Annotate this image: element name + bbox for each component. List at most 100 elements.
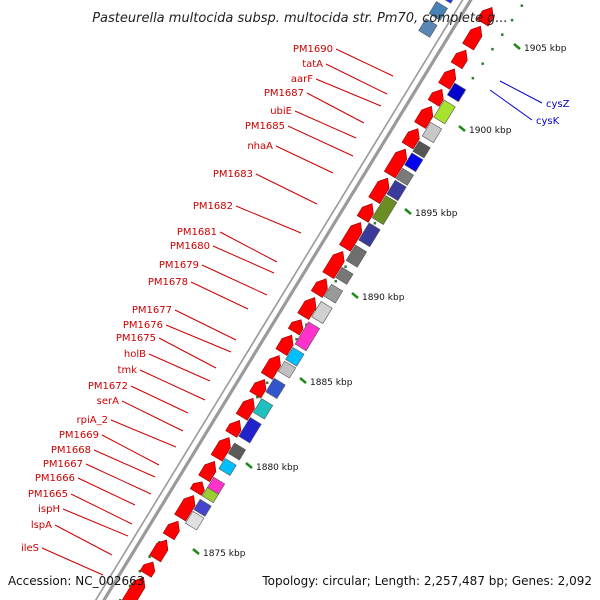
cds-feature-arrow[interactable]	[310, 275, 331, 298]
gene-leader-line	[212, 245, 275, 274]
gene-feature-box[interactable]	[277, 360, 297, 379]
gene-leader-line	[255, 173, 318, 205]
cds-feature-arrow[interactable]	[162, 518, 183, 541]
gene-label[interactable]: PM1690	[293, 44, 333, 55]
cds-feature-arrow[interactable]	[174, 492, 200, 522]
cds-feature-arrow[interactable]	[368, 175, 394, 204]
gene-label[interactable]: PM1680	[170, 241, 210, 252]
cds-feature-arrow[interactable]	[414, 103, 438, 129]
gene-label[interactable]: PM1685	[245, 121, 285, 132]
gene-feature-box[interactable]	[446, 82, 467, 103]
gene-feature-box[interactable]	[371, 195, 398, 225]
gene-feature-box[interactable]	[311, 300, 333, 324]
gene-label[interactable]: PM1672	[88, 381, 128, 392]
gene-label[interactable]: PM1665	[28, 489, 68, 500]
gene-leader-line	[70, 493, 133, 525]
cds-feature-arrow[interactable]	[260, 352, 285, 380]
gene-feature-box[interactable]	[358, 222, 381, 248]
cds-feature-arrow[interactable]	[139, 559, 158, 578]
cds-feature-arrow[interactable]	[322, 248, 349, 280]
gene-feature-box[interactable]	[418, 18, 438, 38]
cds-feature-arrow[interactable]	[401, 125, 424, 150]
gene-label[interactable]: ileS	[21, 543, 39, 554]
gene-label[interactable]: aarF	[291, 74, 313, 85]
cds-feature-arrow[interactable]	[122, 574, 149, 600]
gene-feature-box[interactable]	[404, 152, 424, 173]
gene-label[interactable]: PM1677	[132, 305, 172, 316]
cds-feature-arrow[interactable]	[450, 47, 471, 70]
gene-feature-box[interactable]	[218, 457, 237, 476]
gene-label[interactable]: ubiE	[270, 106, 292, 117]
gene-label[interactable]: PM1681	[177, 227, 217, 238]
gene-feature-box[interactable]	[386, 179, 407, 202]
gene-leader-line	[489, 89, 533, 121]
gene-label[interactable]: tatA	[302, 59, 323, 70]
gene-feature-box[interactable]	[252, 398, 274, 420]
gene-label[interactable]: rpiA_2	[77, 415, 108, 426]
cds-feature-arrow[interactable]	[356, 200, 377, 223]
gene-label[interactable]: PM1682	[193, 201, 233, 212]
gene-label[interactable]: PM1687	[264, 88, 304, 99]
cds-feature-arrow[interactable]	[225, 417, 245, 438]
gene-feature-box[interactable]	[294, 321, 321, 352]
cds-feature-arrow[interactable]	[235, 395, 259, 421]
gene-leader-line	[287, 125, 354, 157]
gene-leader-line	[158, 337, 217, 369]
gene-feature-box[interactable]	[428, 1, 448, 21]
gene-feature-box[interactable]	[193, 498, 212, 517]
scale-tick-mark	[299, 377, 307, 384]
cds-feature-arrow[interactable]	[297, 294, 321, 320]
gene-label[interactable]: serA	[97, 396, 119, 407]
gene-label[interactable]: lspA	[31, 520, 52, 531]
gene-label[interactable]: PM1667	[43, 459, 83, 470]
cds-feature-arrow[interactable]	[383, 146, 411, 179]
gene-label[interactable]: PM1679	[159, 260, 199, 271]
gene-feature-box[interactable]	[395, 167, 414, 186]
gene-label[interactable]: PM1668	[51, 445, 91, 456]
gene-feature-box[interactable]	[335, 266, 354, 285]
gene-label[interactable]: PM1675	[116, 333, 156, 344]
scale-dot	[500, 33, 504, 36]
cds-feature-arrow[interactable]	[339, 219, 366, 252]
cds-feature-arrow[interactable]	[198, 458, 221, 483]
gene-feature-box[interactable]	[421, 121, 443, 144]
gene-feature-box[interactable]	[345, 244, 368, 268]
gene-label[interactable]: PM1678	[148, 277, 188, 288]
cds-feature-arrow[interactable]	[275, 332, 298, 356]
cds-feature-arrow[interactable]	[476, 4, 497, 27]
gene-label[interactable]: PM1676	[123, 320, 163, 331]
cds-feature-arrow[interactable]	[462, 23, 487, 51]
scale-tick-mark	[351, 292, 359, 299]
cds-feature-arrow[interactable]	[189, 478, 207, 496]
gene-label[interactable]: nhaA	[247, 141, 273, 152]
gene-label[interactable]: cysZ	[546, 99, 570, 110]
cds-feature-arrow[interactable]	[149, 536, 173, 563]
gene-label[interactable]: tmk	[118, 365, 138, 376]
gene-feature-box[interactable]	[412, 140, 431, 159]
gene-feature-box[interactable]	[185, 510, 205, 531]
gene-label[interactable]: ispH	[38, 504, 60, 515]
gene-label[interactable]: PM1669	[59, 430, 99, 441]
gene-feature-box[interactable]	[201, 486, 219, 504]
gene-leader-line	[235, 205, 302, 234]
gene-feature-box[interactable]	[265, 377, 286, 400]
gene-label[interactable]: PM1683	[213, 169, 253, 180]
scale-dot	[138, 569, 142, 573]
cds-feature-arrow[interactable]	[249, 376, 270, 399]
cds-feature-arrow[interactable]	[438, 65, 461, 90]
gene-feature-box[interactable]	[323, 283, 344, 304]
cds-feature-arrow[interactable]	[210, 434, 235, 462]
gene-label[interactable]: PM1666	[35, 473, 75, 484]
cds-feature-arrow[interactable]	[287, 316, 306, 336]
gene-feature-box[interactable]	[439, 0, 457, 4]
gene-feature-box[interactable]	[227, 442, 247, 461]
gene-label[interactable]: holB	[124, 349, 146, 360]
gene-feature-box[interactable]	[285, 347, 305, 367]
gene-feature-box[interactable]	[433, 99, 456, 125]
cds-feature-arrow[interactable]	[427, 86, 447, 107]
gene-feature-box[interactable]	[238, 417, 262, 444]
gene-leader-line	[77, 477, 136, 506]
gene-label[interactable]: cysK	[536, 116, 560, 127]
gene-leader-line	[315, 78, 382, 107]
